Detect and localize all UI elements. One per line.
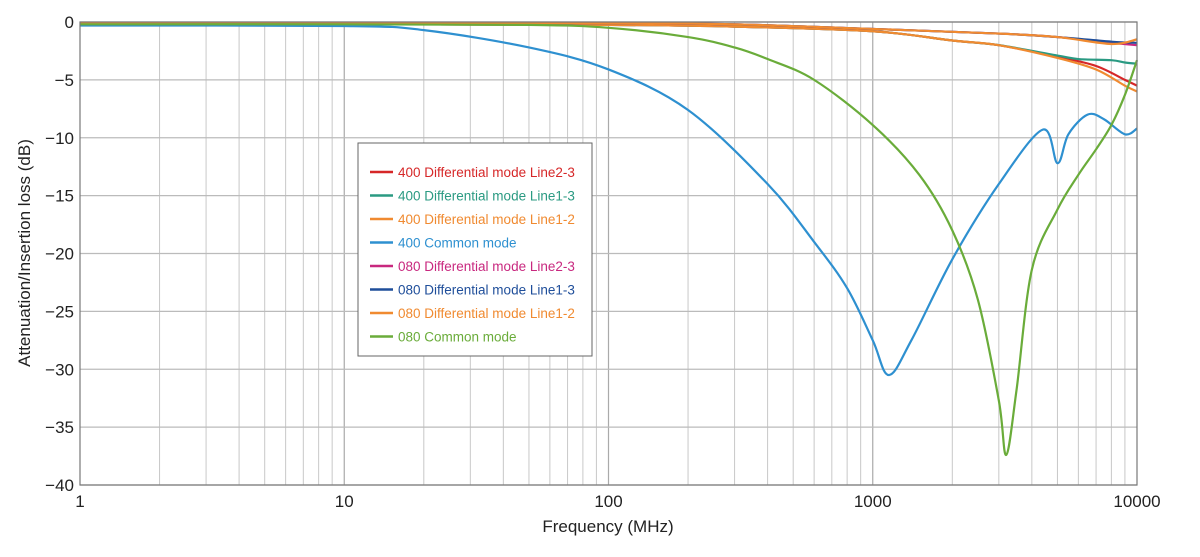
y-tick-label: −10 (45, 129, 74, 148)
x-tick-label: 10000 (1113, 492, 1160, 511)
legend-label: 080 Differential mode Line1-2 (398, 306, 575, 321)
legend-label: 080 Differential mode Line1-3 (398, 283, 575, 298)
y-tick-label: −40 (45, 476, 74, 495)
legend-label: 080 Differential mode Line2-3 (398, 259, 575, 274)
legend-box (357, 142, 593, 357)
series-line (79, 24, 1138, 377)
series-lines (79, 21, 1139, 457)
y-tick-label: −25 (45, 302, 74, 321)
legend-item: 080 Common mode (370, 330, 517, 345)
legend-item: 400 Differential mode Line1-3 (370, 189, 575, 204)
legend-item: 080 Differential mode Line2-3 (370, 259, 575, 274)
legend: 400 Differential mode Line2-3 400 Differe… (357, 142, 593, 357)
legend-item: 400 Differential mode Line2-3 (370, 165, 575, 180)
x-tick-label: 1000 (854, 492, 892, 511)
y-tick-label: −20 (45, 245, 74, 264)
y-tick-label: −5 (55, 71, 74, 90)
y-tick-label: −30 (45, 360, 74, 379)
legend-label: 400 Common mode (398, 236, 517, 251)
x-tick-label: 10 (335, 492, 354, 511)
legend-item: 400 Differential mode Line1-2 (370, 212, 575, 227)
legend-label: 080 Common mode (398, 330, 517, 345)
x-tick-label: 1 (75, 492, 84, 511)
y-axis-label: Attenuation/Insertion loss (dB) (15, 139, 34, 367)
legend-label: 400 Differential mode Line2-3 (398, 165, 575, 180)
legend-label: 400 Differential mode Line1-3 (398, 189, 575, 204)
legend-item: 080 Differential mode Line1-3 (370, 283, 575, 298)
x-axis-label: Frequency (MHz) (542, 517, 673, 536)
y-tick-label: −15 (45, 187, 74, 206)
y-tick-label: −35 (45, 418, 74, 437)
grid (80, 21, 1137, 486)
legend-label: 400 Differential mode Line1-2 (398, 212, 575, 227)
plot-frame (79, 21, 1138, 486)
x-tick-label: 100 (594, 492, 622, 511)
y-tick-label: 0 (65, 13, 74, 32)
legend-item: 080 Differential mode Line1-2 (370, 306, 575, 321)
series-line (79, 23, 1139, 457)
series-line (80, 21, 1138, 46)
legend-item: 400 Common mode (370, 236, 517, 251)
tick-labels: 1 10 100 1000 10000 0 −5 −10 −15 −20 −25 −30 −35 −40 (45, 13, 1160, 511)
